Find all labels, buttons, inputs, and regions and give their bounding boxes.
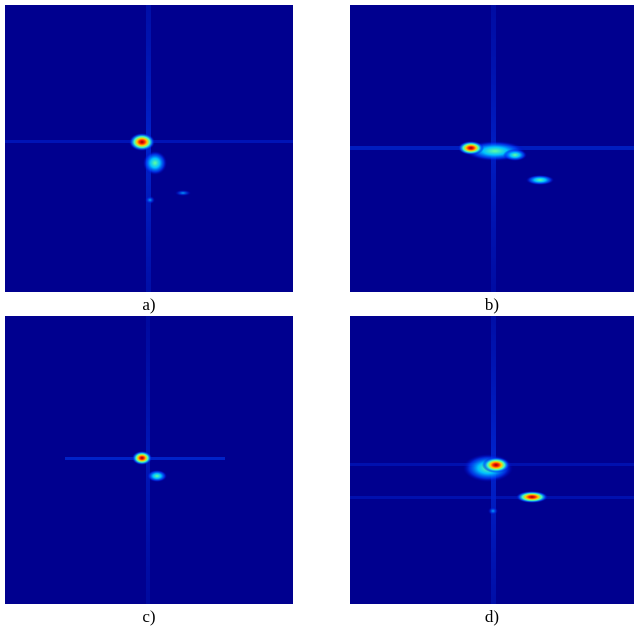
horizontal-streak [350,496,634,499]
panel-a [5,5,293,292]
peak [147,470,167,482]
peak [488,507,498,515]
panel-label: c) [142,607,155,626]
peak [503,149,527,161]
peak [132,451,152,465]
panel-label: b) [485,295,499,314]
panel-label: a) [142,295,155,314]
peak [526,175,554,185]
peak [516,491,548,503]
panel-c [5,316,293,604]
peak [482,457,510,473]
panel-label: d) [485,607,499,626]
peak [143,151,167,175]
peak [458,141,484,155]
panel-d [350,316,634,604]
peak [129,133,155,151]
peak [145,196,155,204]
peak [175,190,191,196]
panel-b [350,5,634,292]
